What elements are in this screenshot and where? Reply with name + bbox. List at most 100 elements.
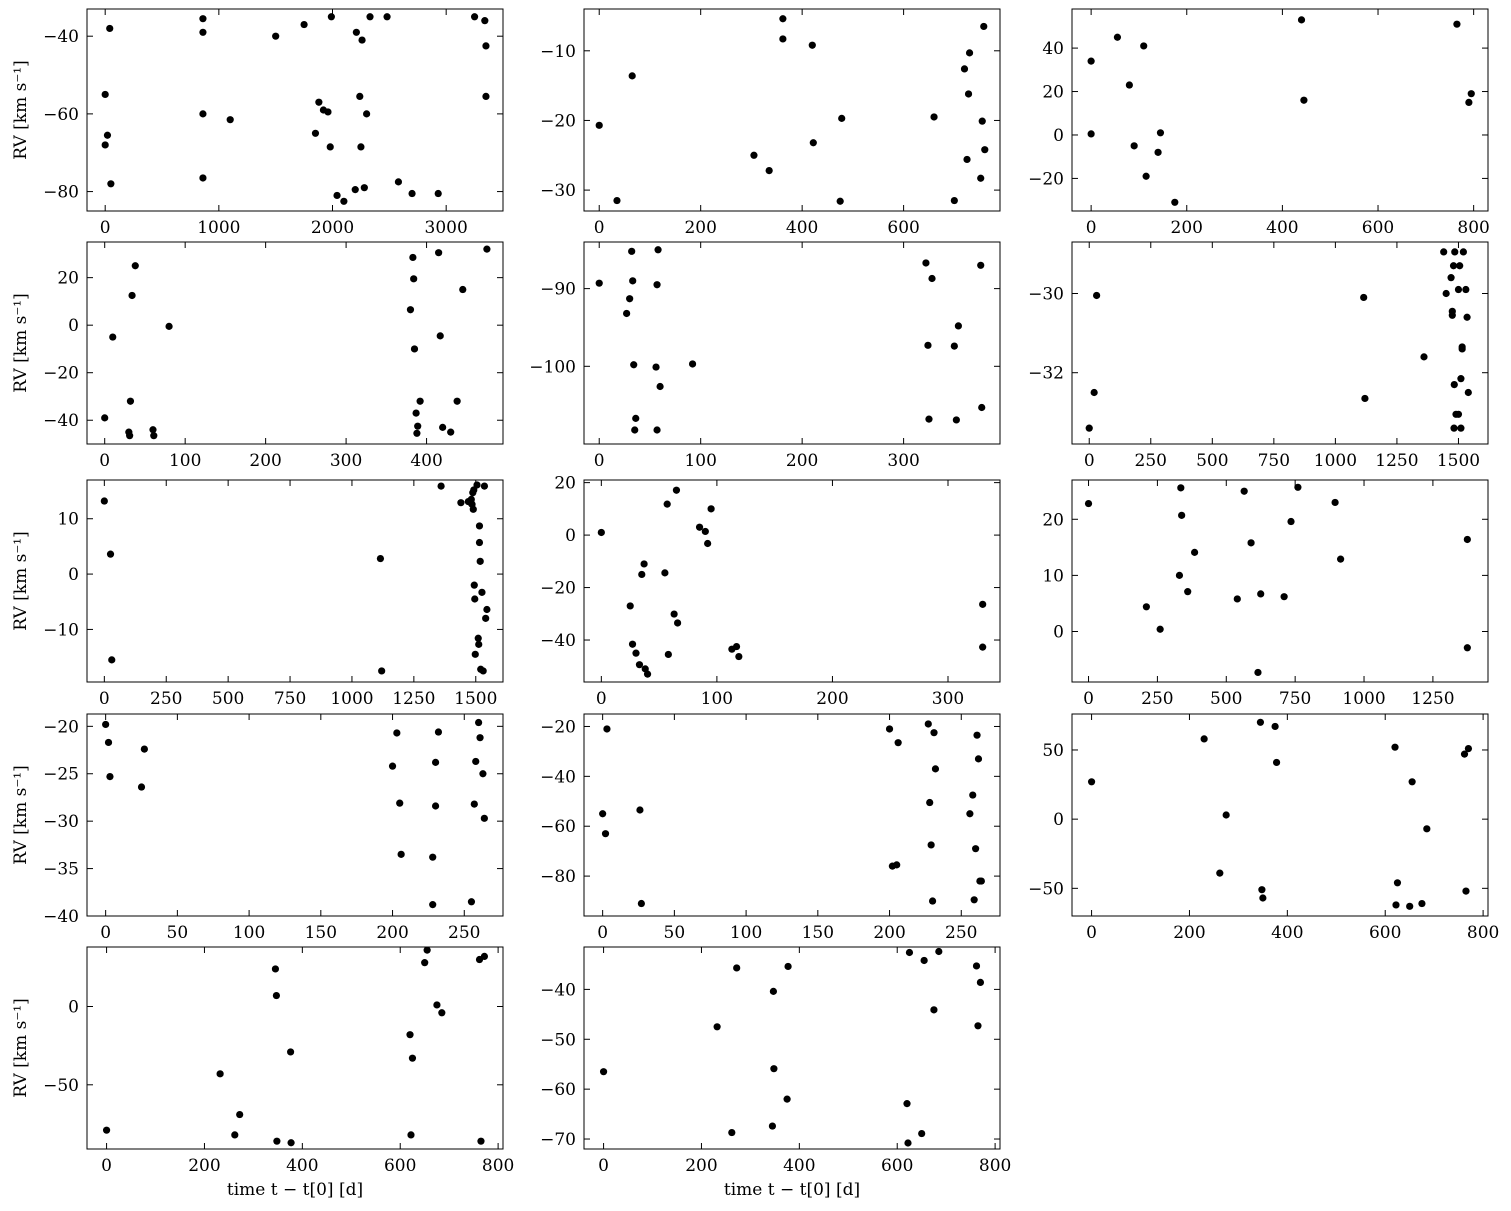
panel-1: 0 1000 2000 3000 −80 −60 −40 RV [km s⁻¹]	[11, 8, 504, 238]
data-point	[688, 360, 697, 368]
panel-11: 0 50 100 150 200 250 −80 −60 −40 −20	[540, 713, 1001, 943]
data-point	[216, 1070, 224, 1078]
data-point	[960, 65, 969, 73]
data-point	[973, 731, 981, 739]
data-point	[406, 306, 415, 314]
data-point	[769, 987, 778, 995]
data-point	[977, 877, 985, 885]
data-point	[1406, 902, 1414, 910]
y-tick-label: −25	[43, 765, 79, 785]
data-point	[808, 41, 816, 49]
y-tick-label: 40	[1042, 39, 1064, 59]
data-point	[1272, 758, 1281, 767]
x-tick-label: 1000	[330, 689, 373, 709]
data-point	[1337, 555, 1345, 563]
data-point	[431, 802, 440, 810]
y-tick-label: 0	[1053, 126, 1064, 146]
data-point	[437, 482, 445, 490]
y-tick-label: −40	[540, 767, 576, 787]
plot-frame	[86, 946, 504, 1150]
data-point	[476, 734, 484, 742]
data-point	[1423, 825, 1431, 833]
data-point	[893, 861, 901, 869]
data-point	[783, 1095, 791, 1103]
data-point	[434, 728, 443, 736]
data-point	[903, 1100, 911, 1108]
x-tick-label: 0	[1086, 923, 1097, 943]
data-point	[1140, 42, 1148, 50]
y-tick-label: −30	[1028, 284, 1064, 304]
data-point	[340, 197, 348, 205]
data-point	[640, 560, 648, 568]
data-point	[376, 554, 385, 563]
data-point	[480, 814, 488, 822]
x-tick-label: 200	[816, 689, 848, 709]
data-point	[630, 361, 638, 369]
data-point	[974, 755, 983, 763]
y-tick-label: −50	[540, 1030, 576, 1050]
data-point	[950, 342, 958, 350]
data-point	[628, 640, 637, 648]
data-point	[707, 505, 715, 513]
data-point	[597, 528, 605, 537]
x-tick-label: 200	[873, 923, 905, 943]
y-tick-label: −50	[1028, 879, 1064, 899]
data-point	[599, 1068, 608, 1076]
data-point	[930, 1006, 938, 1014]
data-point	[1456, 262, 1464, 270]
data-point	[140, 745, 148, 753]
data-point	[236, 1110, 244, 1119]
x-tick-label: 600	[384, 1156, 416, 1176]
data-point	[416, 397, 424, 405]
data-point	[483, 245, 491, 253]
data-point	[928, 274, 936, 283]
data-point	[469, 505, 477, 513]
data-point	[927, 841, 935, 849]
data-point	[1222, 811, 1230, 819]
data-point	[453, 397, 461, 405]
data-point	[965, 49, 974, 57]
data-point	[1280, 593, 1288, 601]
x-tick-label: 200	[1173, 923, 1205, 943]
plot-frame	[86, 713, 504, 917]
data-point	[131, 262, 139, 270]
data-point	[1200, 735, 1208, 743]
x-tick-label: 1000	[1314, 451, 1357, 471]
data-point	[980, 22, 988, 31]
data-point	[393, 729, 401, 737]
y-tick-label: −80	[43, 183, 79, 203]
data-point	[272, 32, 280, 40]
data-point	[1361, 394, 1369, 403]
data-point	[638, 570, 646, 579]
data-point	[1113, 33, 1122, 41]
data-point	[482, 42, 490, 50]
data-point	[653, 281, 661, 289]
data-point	[963, 155, 971, 164]
data-point	[126, 397, 135, 405]
data-point	[128, 291, 136, 300]
data-point	[733, 964, 741, 972]
data-point	[732, 642, 741, 651]
data-point	[1297, 16, 1306, 24]
data-point	[407, 1131, 415, 1139]
y-tick-label: −60	[43, 105, 79, 125]
data-point	[935, 947, 943, 956]
data-point	[352, 28, 360, 36]
x-tick-label: 3000	[425, 218, 468, 238]
x-tick-label: 400	[783, 1156, 815, 1176]
data-point	[357, 143, 365, 151]
x-tick-label: 1250	[392, 689, 435, 709]
data-point	[326, 143, 334, 151]
data-point	[981, 146, 989, 154]
data-point	[1156, 625, 1164, 633]
data-point	[599, 810, 607, 818]
data-point	[434, 189, 442, 198]
data-point	[979, 600, 987, 608]
data-point	[356, 92, 364, 101]
y-tick-label: 50	[1042, 741, 1064, 761]
y-tick-label: 20	[1042, 510, 1064, 530]
data-point	[885, 725, 894, 733]
x-tick-label: 600	[1362, 218, 1394, 238]
data-point	[475, 640, 483, 648]
data-point	[701, 527, 709, 536]
